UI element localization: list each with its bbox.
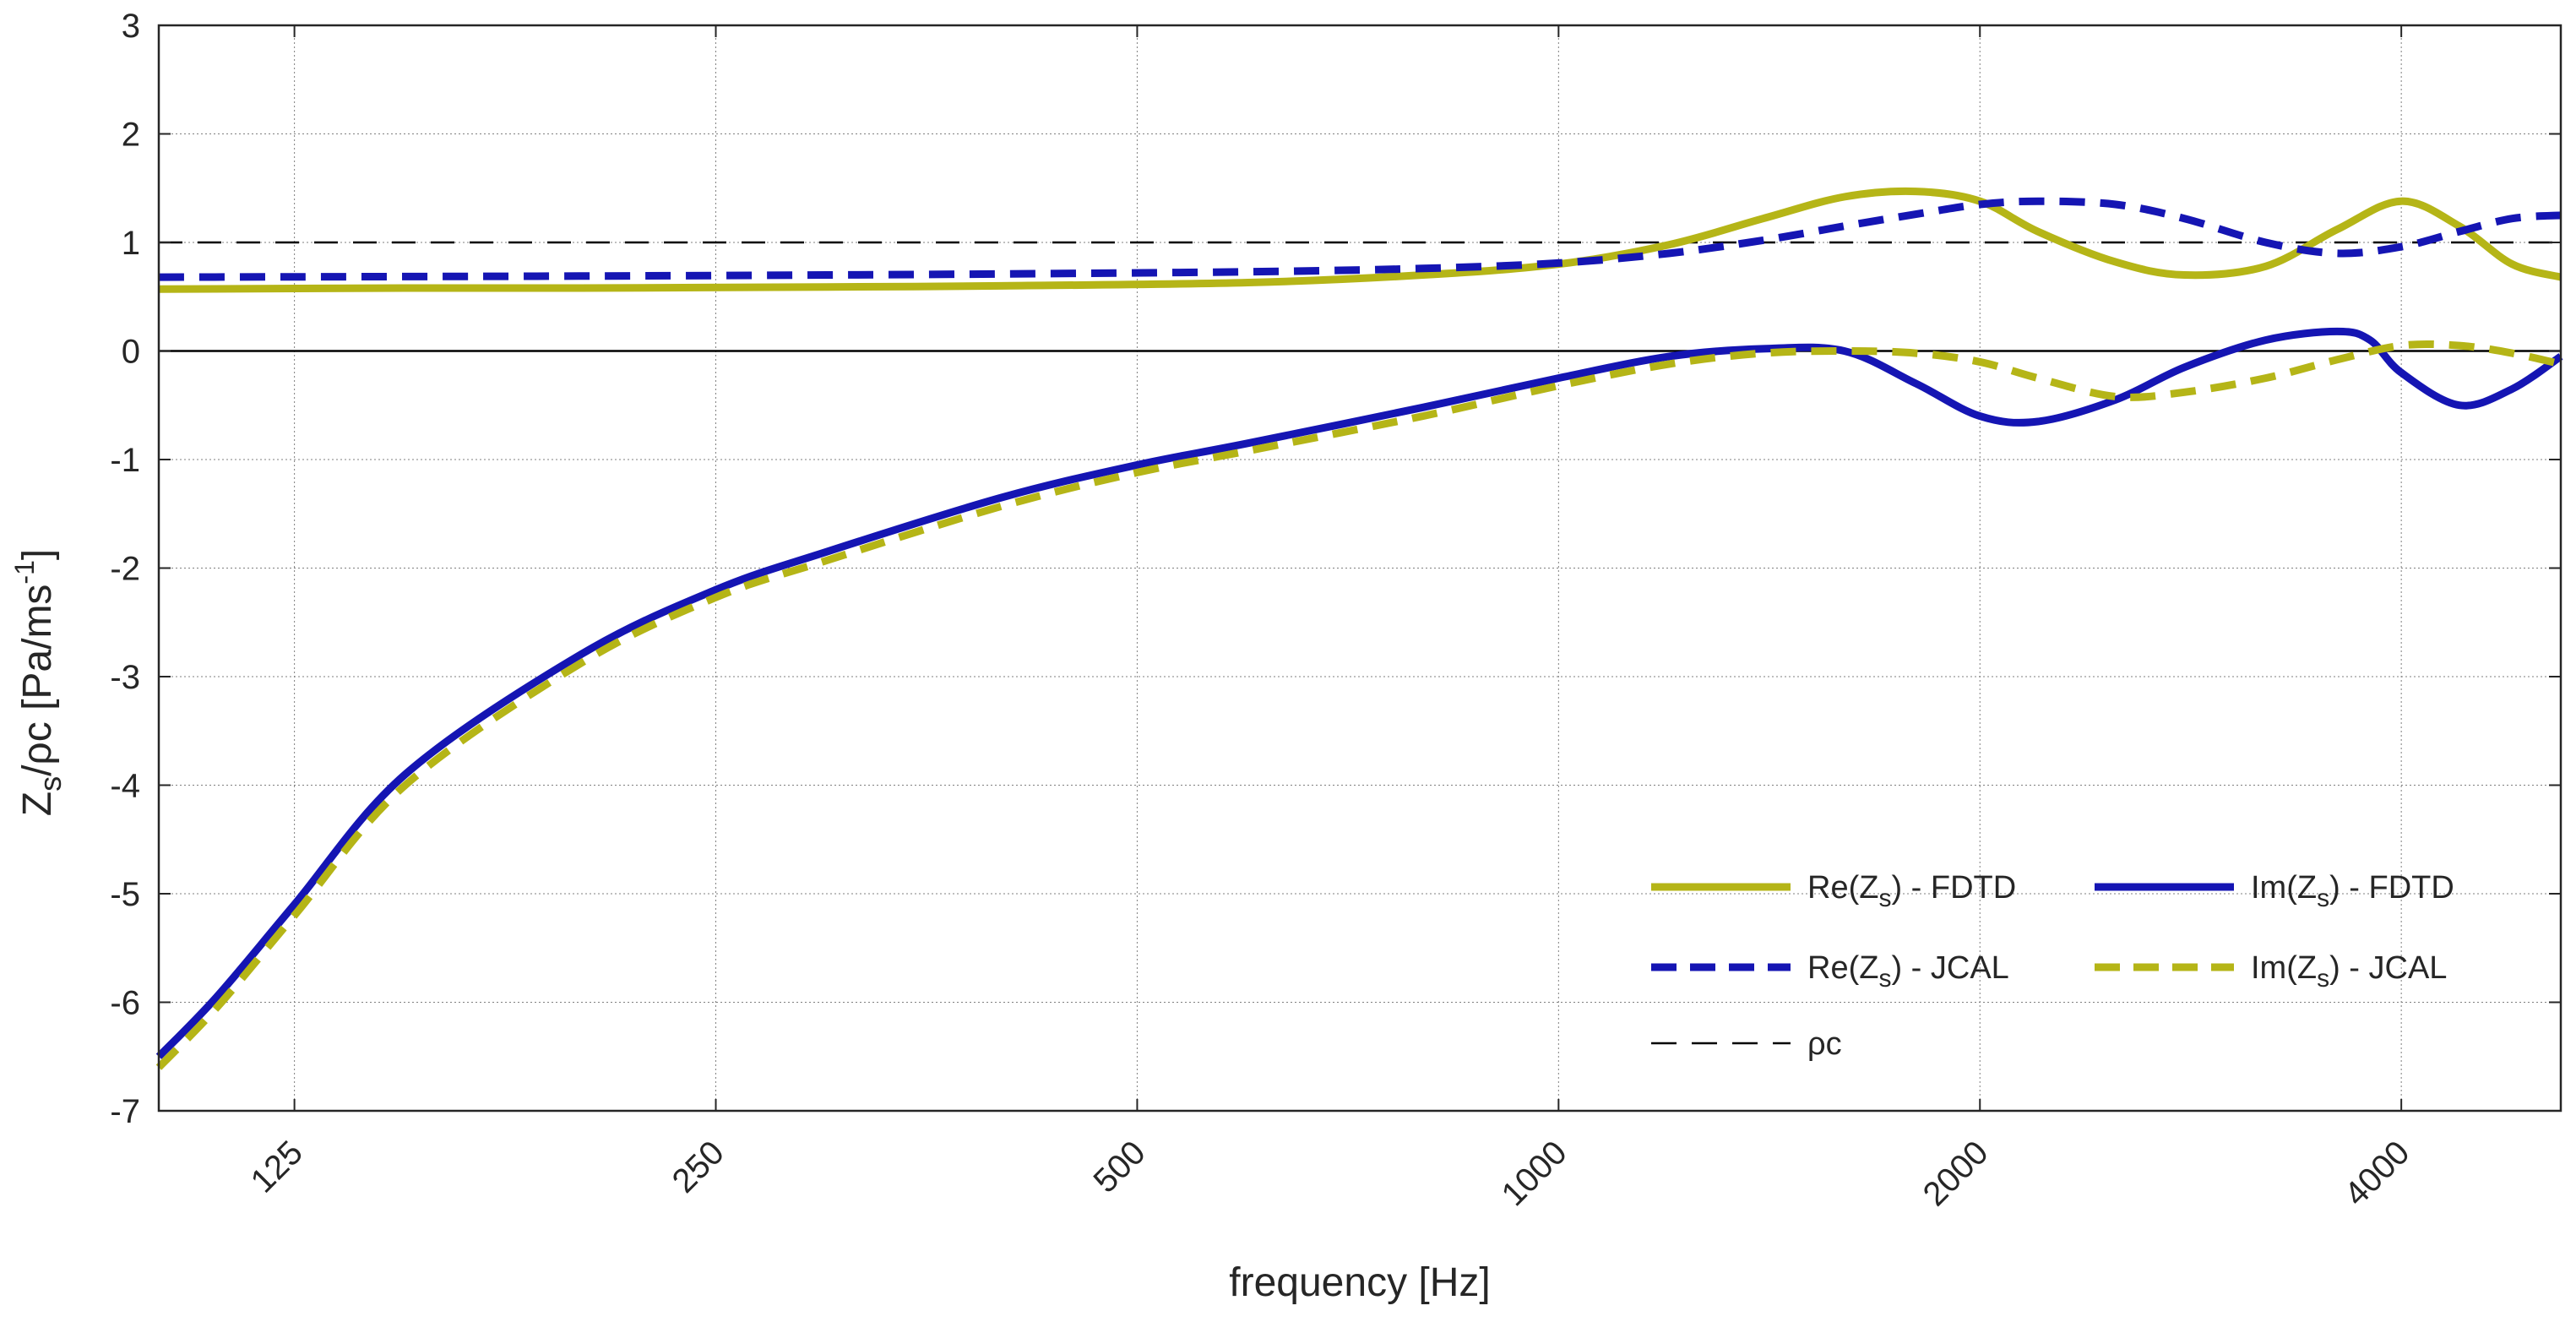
reference-layer [159,241,2561,352]
y-tick-label: 1 [122,225,140,262]
legend-entry: ρc [1651,1026,1842,1062]
legend-entry: Re(Zs) - JCAL [1651,950,2009,993]
legend-entry: Im(Zs) - FDTD [2095,870,2454,912]
series-layer [155,187,2563,1070]
y-tick-label: -7 [110,1093,140,1130]
legend-label: Re(Zs) - JCAL [1807,950,2009,993]
y-tick-label: -1 [110,442,140,479]
y-tick-label: -5 [110,876,140,913]
x-tick-label: 1000 [1495,1134,1574,1213]
y-tick-label: -6 [110,985,140,1022]
legend: Re(Zs) - FDTD Im(Zs) - FDTD Re(Zs) - JCAL I… [1651,870,2454,1062]
y-tick-label: 2 [122,117,140,154]
legend-label: Re(Zs) - FDTD [1807,870,2016,912]
x-tick-label: 250 [666,1134,731,1200]
legend-label: ρc [1807,1026,1842,1062]
y-tick-label: 3 [122,8,140,45]
x-tick-label: 2000 [1916,1134,1996,1213]
y-axis-label: Zs/ρc [Pa/ms-1] [9,549,68,816]
series-line-3 [158,197,2562,281]
y-tick-label: -4 [110,768,140,805]
x-tick-label: 125 [244,1134,310,1200]
y-tick-label: -2 [110,551,140,588]
legend-entry: Re(Zs) - FDTD [1651,870,2016,912]
y-tick-label: -3 [110,659,140,696]
x-tick-label: 4000 [2337,1134,2416,1213]
tick-layer: 3 2 1 0 -1 -2 -3 -4 -5 -6 -7 125 250 500 1000 2000 4000 [110,8,2561,1213]
grid-layer [159,25,2561,1111]
series-line-1 [158,187,2562,293]
x-tick-label: 500 [1086,1134,1152,1200]
legend-label: Im(Zs) - JCAL [2251,950,2447,993]
series-line-2 [155,327,2563,1059]
legend-entry: Im(Zs) - JCAL [2095,950,2447,993]
x-axis-label: frequency [Hz] [1229,1260,1490,1305]
y-tick-label: 0 [122,334,140,371]
series-line-4 [155,340,2562,1070]
legend-label: Im(Zs) - FDTD [2251,870,2454,912]
